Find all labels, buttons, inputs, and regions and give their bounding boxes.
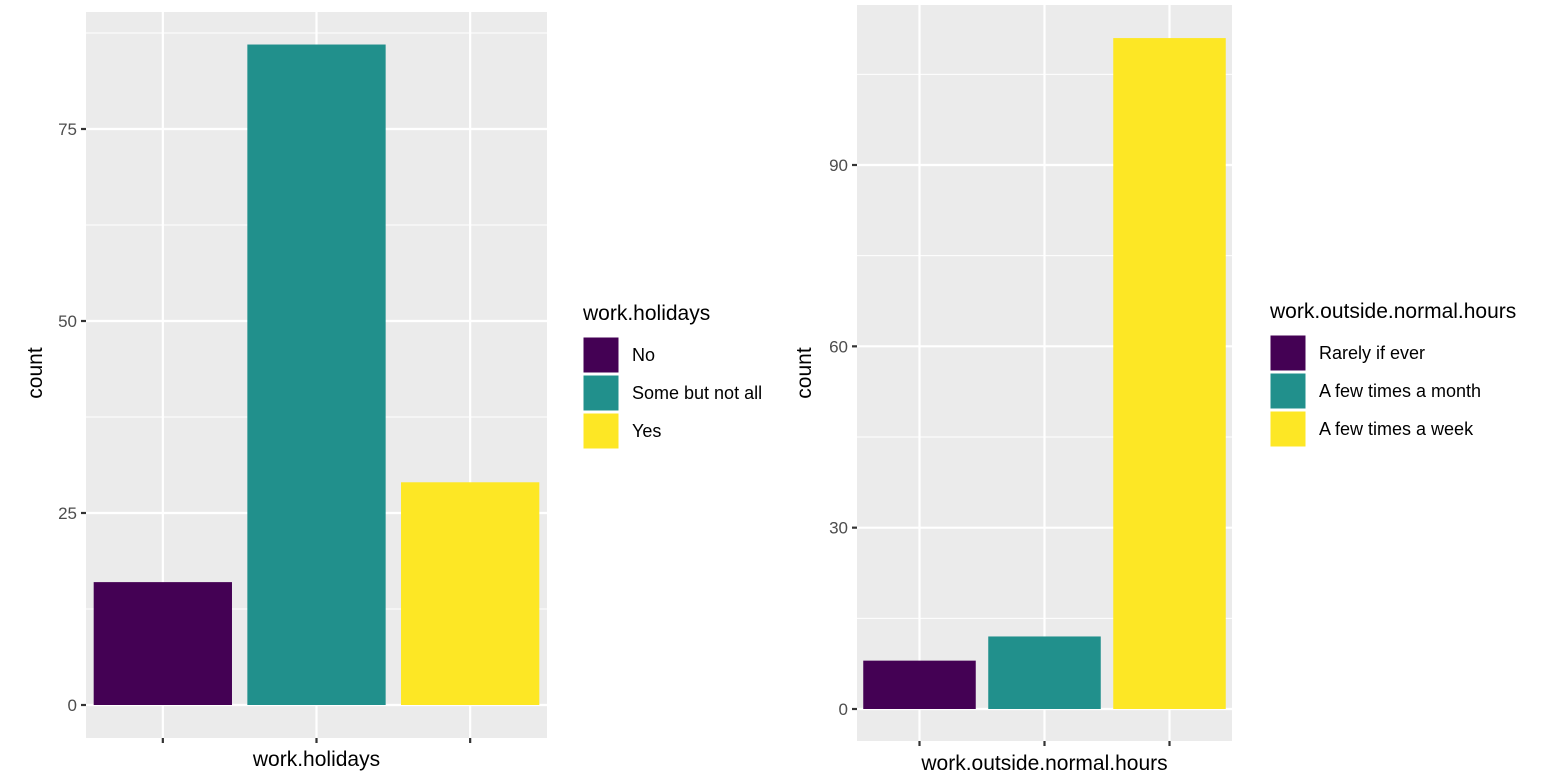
legend-swatch	[1269, 334, 1307, 372]
legend-title: work.outside.normal.hours	[1269, 300, 1516, 323]
y-tick-label: 0	[839, 700, 848, 719]
bar-rarely-if-ever	[863, 660, 976, 709]
legend-swatch	[582, 374, 620, 412]
legend-label: Rarely if ever	[1319, 343, 1425, 363]
y-tick-label: 60	[829, 337, 848, 356]
legend-label: A few times a week	[1319, 419, 1474, 439]
y-axis-title: count	[24, 347, 47, 399]
legend-label: A few times a month	[1319, 381, 1481, 401]
legend-label: Yes	[632, 421, 661, 441]
x-axis-title: work.outside.normal.hours	[920, 752, 1167, 775]
legend-swatch	[582, 412, 620, 450]
y-tick-label: 25	[58, 504, 77, 523]
legend-label: No	[632, 345, 655, 365]
legend-swatch	[1269, 410, 1307, 448]
y-tick-label: 50	[58, 312, 77, 331]
y-axis-title: count	[793, 347, 816, 399]
y-tick-label: 30	[829, 519, 848, 538]
legend: work.outside.normal.hours Rarely if ever A…	[1269, 300, 1516, 448]
x-axis-title: work.holidays	[252, 748, 380, 771]
y-tick-label: 0	[68, 696, 77, 715]
y-tick-label: 75	[58, 120, 77, 139]
legend-swatch	[582, 336, 620, 374]
bar-no	[93, 582, 232, 705]
legend-title: work.holidays	[582, 302, 710, 325]
bar-a-few-times-a-month	[988, 636, 1101, 709]
legend-swatch	[1269, 372, 1307, 410]
legend-label: Some but not all	[632, 383, 762, 403]
legend: work.holidays No Some but not all Yes	[582, 302, 762, 450]
bar-yes	[401, 482, 540, 705]
bar-some-but-not-all	[247, 44, 386, 705]
chart-work-outside-normal-hours: 0 30 60 90 work.outside.normal.hours count wor…	[793, 5, 1516, 775]
chart-work-holidays: 0 25 50 75 work.holidays count work.holidays No…	[24, 12, 762, 771]
y-tick-label: 90	[829, 156, 848, 175]
bar-a-few-times-a-week	[1113, 38, 1226, 710]
